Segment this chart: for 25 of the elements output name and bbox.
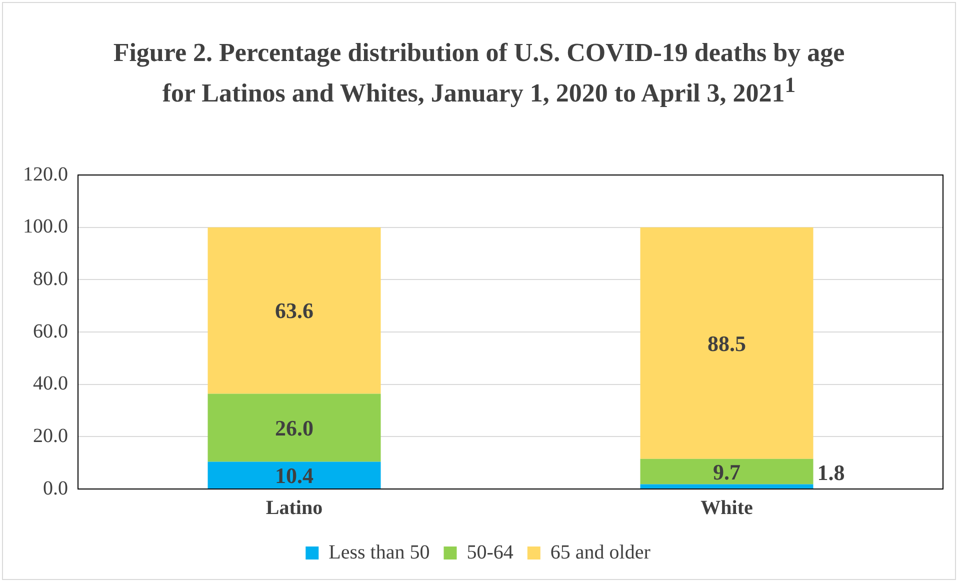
bar [208,227,381,394]
bar [640,484,814,488]
x-tick-label: Latino [266,497,323,520]
x-tick-label: White [700,497,753,520]
legend-label: 50-64 [466,541,514,564]
bar [640,458,814,484]
y-tick-label: 40.0 [33,372,68,395]
data-label: 1.8 [817,460,845,486]
y-tick-label: 120.0 [23,163,68,186]
data-label: 63.6 [275,298,314,324]
data-label: 26.0 [275,415,314,440]
chart-title: Figure 2. Percentage distribution of U.S. COVID-19 deaths by age for Latinos and Whites, January 1, 2020 to April 3, 2021$^{1}$ [112,37,846,110]
bar [640,227,814,459]
legend-label: 65 and older [550,541,651,564]
data-label: 88.5 [708,330,746,356]
bar [208,394,381,462]
y-tick-label: 20.0 [33,424,68,447]
data-label: 10.4 [275,462,314,488]
y-tick-label: 100.0 [23,216,68,238]
y-tick-label: 60.0 [33,320,68,342]
legend-label: Less than 50 [328,541,430,564]
data-label: 9.7 [713,459,740,484]
y-tick-label: 80.0 [33,268,68,290]
y-tick-label: 0.0 [43,477,68,500]
bar [208,462,381,488]
